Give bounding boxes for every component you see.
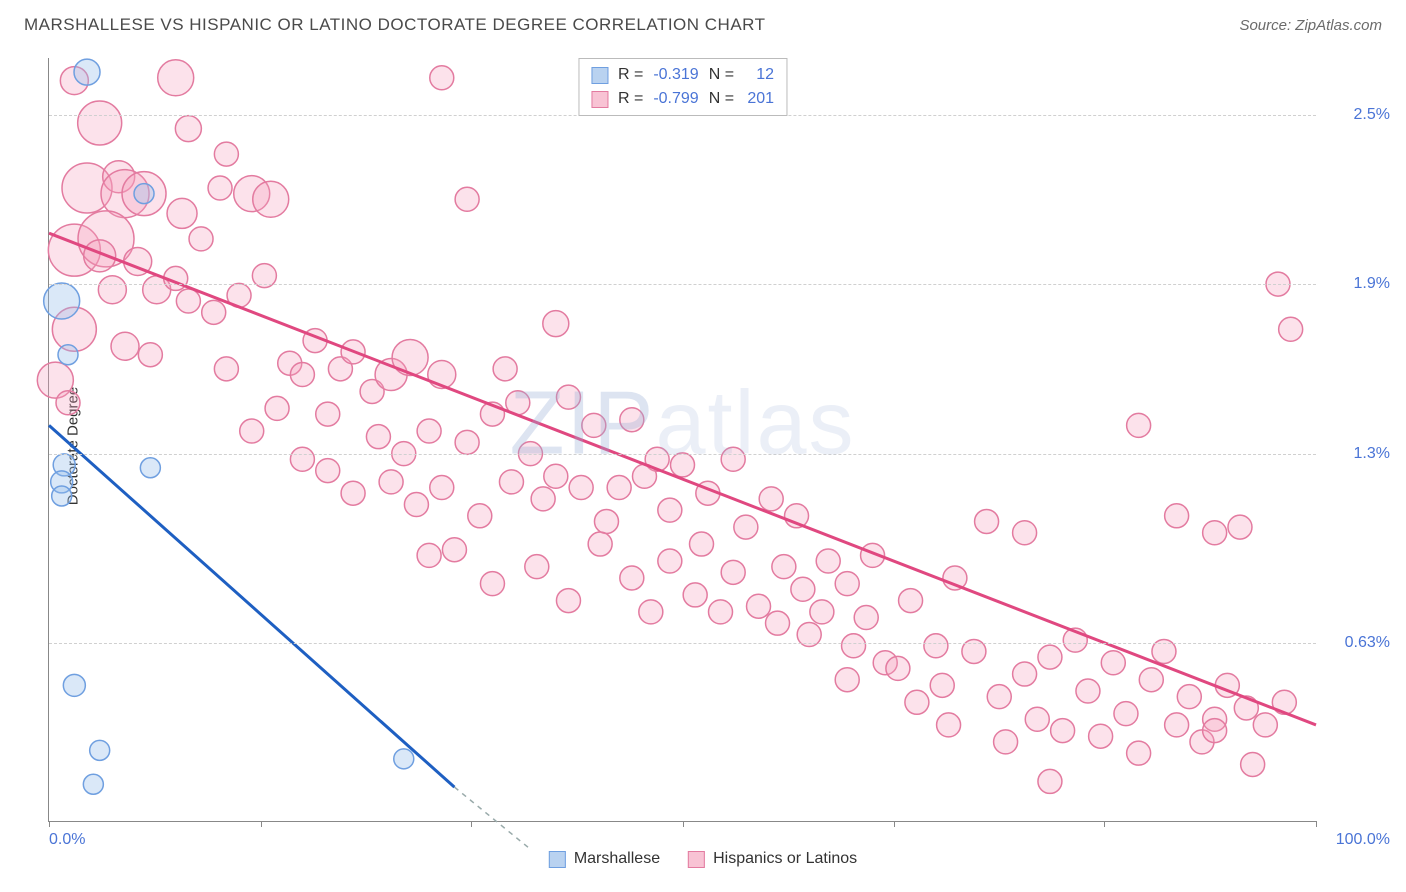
source-credit: Source: ZipAtlas.com bbox=[1239, 17, 1382, 34]
n-label: N = bbox=[709, 63, 734, 87]
legend-item: Marshallese bbox=[549, 850, 660, 868]
legend: Marshallese Hispanics or Latinos bbox=[549, 850, 857, 868]
r-label: R = bbox=[618, 87, 643, 111]
swatch-marshallese bbox=[591, 67, 608, 84]
y-tick-label: 1.9% bbox=[1354, 275, 1390, 293]
r-value: -0.799 bbox=[653, 87, 698, 111]
legend-label: Marshallese bbox=[574, 850, 660, 868]
legend-item: Hispanics or Latinos bbox=[688, 850, 857, 868]
stats-box: R = -0.319 N = 12 R = -0.799 N = 201 bbox=[578, 58, 787, 116]
r-label: R = bbox=[618, 63, 643, 87]
legend-swatch-hispanic bbox=[688, 851, 705, 868]
x-tick-label: 100.0% bbox=[1336, 831, 1390, 849]
scatter-svg bbox=[49, 58, 1316, 821]
n-label: N = bbox=[709, 87, 734, 111]
x-tick-label: 0.0% bbox=[49, 831, 85, 849]
n-value: 201 bbox=[744, 87, 774, 111]
swatch-hispanic bbox=[591, 91, 608, 108]
y-tick-label: 2.5% bbox=[1354, 106, 1390, 124]
chart-title: MARSHALLESE VS HISPANIC OR LATINO DOCTOR… bbox=[24, 15, 766, 35]
stats-row: R = -0.799 N = 201 bbox=[591, 87, 774, 111]
plot-area: ZIPatlas R = -0.319 N = 12 R = -0.799 N … bbox=[48, 58, 1316, 822]
y-tick-label: 1.3% bbox=[1354, 445, 1390, 463]
legend-label: Hispanics or Latinos bbox=[713, 850, 857, 868]
n-value: 12 bbox=[744, 63, 774, 87]
stats-row: R = -0.319 N = 12 bbox=[591, 63, 774, 87]
legend-swatch-marshallese bbox=[549, 851, 566, 868]
r-value: -0.319 bbox=[653, 63, 698, 87]
y-tick-label: 0.63% bbox=[1345, 634, 1390, 652]
